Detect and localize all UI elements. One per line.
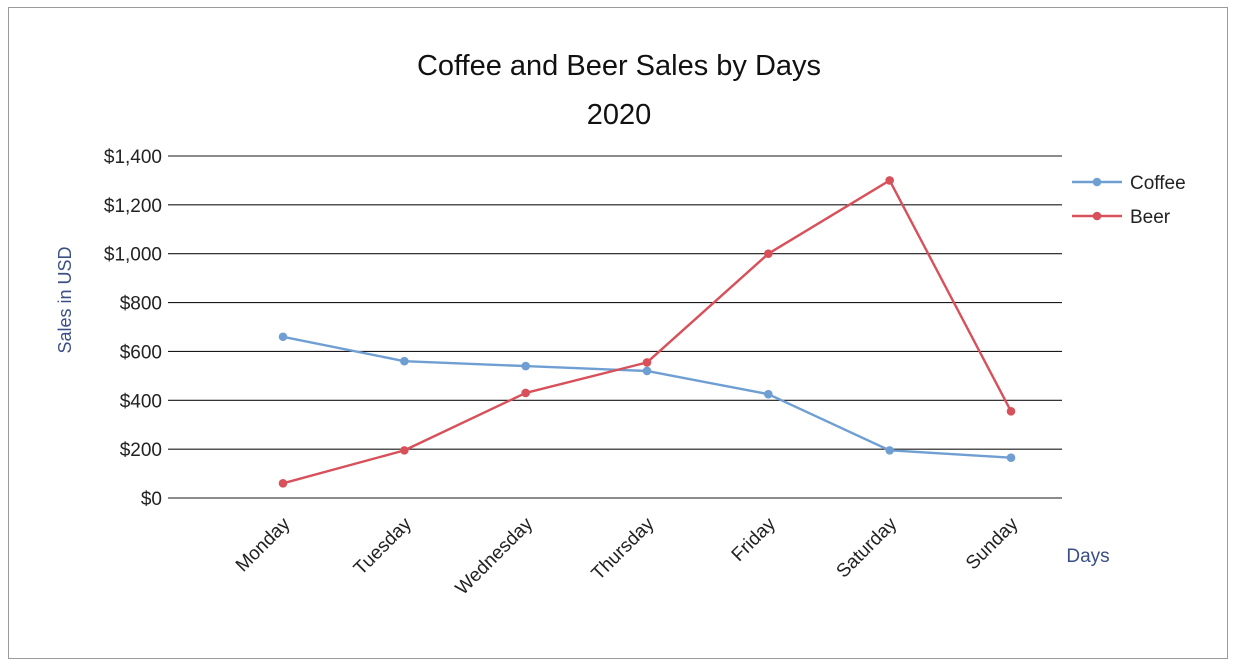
y-axis-label: Sales in USD: [55, 246, 75, 353]
legend-swatch-marker: [1092, 177, 1102, 187]
series-line: [282, 335, 1012, 459]
data-point: [278, 479, 288, 488]
y-axis-ticks: $0 $200 $400 $600 $800 $1,000 $1,200 $1,400: [104, 147, 162, 510]
series-line: [282, 179, 1013, 485]
data-point: [764, 389, 773, 399]
data-point: [885, 446, 894, 455]
legend-label: Beer: [1130, 207, 1171, 228]
data-point: [1006, 406, 1016, 416]
x-axis-label: Days: [1066, 546, 1109, 567]
x-tick-label: Wednesday: [452, 513, 538, 599]
data-point: [521, 361, 530, 371]
x-tick-label: Sunday: [962, 513, 1023, 574]
series-lines: [278, 176, 1016, 488]
legend-label: Coffee: [1130, 173, 1186, 194]
x-tick-label: Friday: [728, 513, 781, 566]
y-tick-label: $1,000: [104, 245, 162, 266]
data-point: [642, 366, 652, 376]
x-tick-label: Tuesday: [350, 513, 416, 579]
data-point: [885, 176, 894, 185]
legend: Coffee Beer: [1072, 173, 1186, 228]
y-tick-label: $1,400: [104, 147, 162, 168]
y-tick-label: $400: [120, 391, 162, 412]
y-tick-label: $1,200: [104, 196, 162, 217]
data-point: [400, 356, 409, 366]
chart-title: Coffee and Beer Sales by Days: [416, 50, 822, 82]
y-tick-label: $0: [141, 489, 162, 510]
data-point: [278, 332, 288, 342]
data-point: [1006, 453, 1016, 462]
legend-item: Coffee: [1072, 173, 1186, 194]
data-point: [764, 249, 773, 259]
gridlines: [168, 155, 1062, 499]
y-tick-label: $600: [120, 342, 162, 363]
data-point: [521, 388, 530, 398]
x-tick-label: Monday: [232, 513, 295, 576]
x-tick-label: Saturday: [833, 513, 902, 582]
series-coffee: [278, 332, 1016, 462]
chart-frame: [8, 7, 1228, 659]
series-beer: [278, 176, 1016, 488]
data-point: [642, 358, 652, 367]
x-tick-label: Thursday: [588, 513, 659, 584]
y-tick-label: $200: [120, 440, 162, 461]
x-axis-ticks: Monday Tuesday Wednesday Thursday Friday Satu…: [232, 513, 1023, 599]
data-point: [400, 446, 409, 455]
legend-item: Beer: [1072, 207, 1171, 228]
chart-subtitle: 2020: [586, 99, 652, 131]
legend-swatch-marker: [1092, 211, 1102, 221]
y-tick-label: $800: [120, 294, 162, 315]
